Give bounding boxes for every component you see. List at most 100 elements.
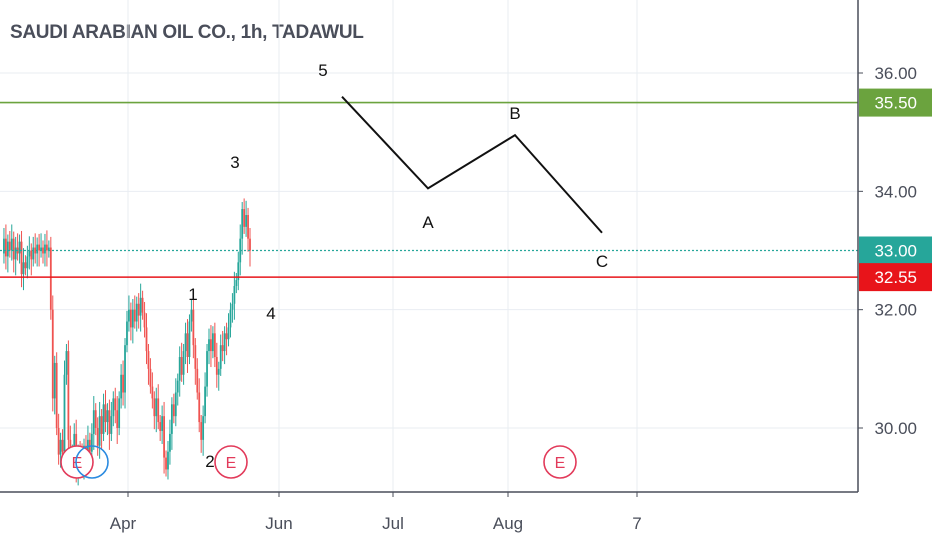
candle: [204, 386, 206, 417]
resistance-price-label: 35.50: [874, 94, 917, 113]
candle: [63, 374, 66, 452]
candle: [28, 250, 31, 257]
candle: [24, 262, 27, 269]
wave-label: 1: [188, 285, 197, 304]
wave-label: 5: [318, 61, 327, 80]
candle: [55, 362, 58, 428]
candle: [65, 351, 68, 375]
candle: [118, 398, 121, 428]
candle: [3, 238, 5, 254]
candle: [34, 247, 37, 254]
candle: [182, 351, 185, 375]
candle: [192, 309, 195, 346]
candle: [174, 392, 177, 417]
candle: [96, 428, 99, 446]
candle: [112, 398, 115, 417]
candle: [170, 404, 173, 434]
candle: [210, 339, 212, 352]
candle: [59, 439, 62, 455]
candle: [44, 244, 46, 254]
candle: [100, 416, 103, 434]
candle: [22, 262, 25, 275]
candle: [14, 247, 17, 260]
candle: [18, 241, 21, 254]
candle: [243, 209, 246, 227]
candle: [46, 244, 48, 251]
candle: [176, 380, 179, 393]
candle: [145, 327, 148, 352]
earnings-marker[interactable]: [60, 445, 94, 479]
candle: [110, 416, 113, 434]
candle: [129, 309, 132, 328]
candle: [231, 303, 234, 310]
candle: [169, 433, 171, 452]
candle: [20, 241, 23, 275]
earnings-marker[interactable]: [214, 445, 248, 479]
candle: [249, 238, 251, 251]
current-price-badge: [859, 236, 932, 265]
candle: [149, 368, 152, 387]
resistance-price-badge: [859, 88, 932, 117]
candle: [12, 238, 15, 260]
candle: [67, 351, 70, 440]
candle: [108, 410, 111, 434]
candle: [139, 297, 142, 316]
candle: [186, 333, 189, 357]
candle: [36, 244, 39, 254]
candle: [225, 333, 228, 340]
candle: [120, 374, 123, 399]
candle: [196, 368, 199, 393]
candle: [135, 303, 138, 322]
candle: [202, 416, 205, 440]
y-tick-label: 30.00: [874, 419, 917, 438]
candle: [188, 321, 191, 357]
earnings-marker[interactable]: [543, 445, 577, 479]
earnings-marker-label: E: [226, 455, 237, 472]
candle: [194, 345, 197, 369]
candle: [122, 374, 124, 393]
candle: [167, 451, 169, 470]
candle: [102, 404, 105, 434]
candle: [151, 386, 154, 399]
candle: [38, 244, 41, 251]
candle: [161, 416, 164, 431]
candle: [49, 247, 52, 310]
candle: [106, 410, 109, 423]
candle: [237, 262, 240, 281]
candle: [128, 309, 130, 322]
candle: [165, 457, 167, 470]
candle: [90, 433, 93, 452]
support-price-label: 32.55: [874, 268, 917, 287]
candle: [157, 398, 160, 423]
wave-label: 2: [205, 452, 214, 471]
candle: [124, 345, 126, 393]
candle: [126, 321, 128, 346]
candle: [227, 327, 230, 340]
candle: [5, 238, 7, 257]
candle: [208, 339, 210, 352]
candle: [133, 309, 136, 322]
candle: [200, 422, 203, 440]
x-tick-label: Jul: [382, 514, 404, 533]
candle: [229, 309, 232, 328]
dividend-marker[interactable]: [75, 445, 109, 479]
candle: [147, 351, 150, 369]
candle: [47, 247, 50, 251]
wave-label: B: [509, 104, 520, 123]
candle: [104, 404, 107, 423]
candle: [6, 241, 9, 257]
candle: [155, 398, 158, 417]
candle: [180, 357, 183, 375]
candle: [116, 410, 119, 428]
candle: [233, 286, 236, 304]
x-tick-label: 7: [632, 514, 641, 533]
candle: [211, 333, 214, 352]
x-tick-label: Aug: [493, 514, 523, 533]
candle: [8, 241, 11, 251]
y-tick-label: 34.00: [874, 182, 917, 201]
y-tick-label: 36.00: [874, 64, 917, 83]
candle: [184, 333, 187, 352]
candle: [172, 404, 175, 417]
support-price-badge: [859, 263, 932, 292]
